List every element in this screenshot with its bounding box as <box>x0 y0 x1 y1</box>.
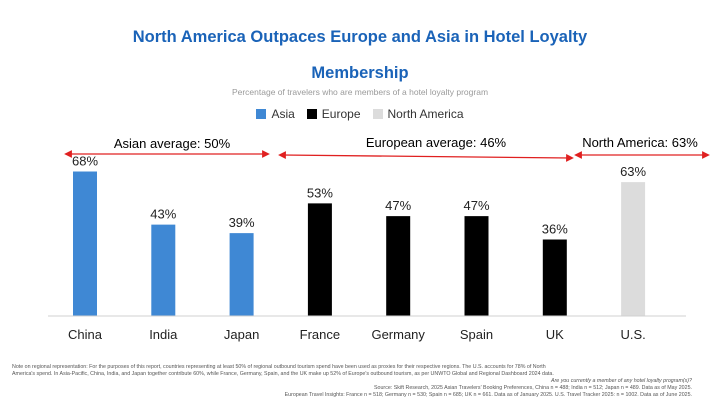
category-label-japan: Japan <box>224 327 259 342</box>
value-label-france: 53% <box>307 185 333 200</box>
bars-group: 68% China 43% India 39% Japan 53% France 47% Germ… <box>68 154 647 343</box>
value-label-u-s: 63% <box>620 164 646 179</box>
category-label-france: France <box>300 327 340 342</box>
bar-india <box>151 224 176 316</box>
chart-title-line-2: Membership <box>311 64 409 82</box>
legend-item-asia: Asia <box>256 107 295 121</box>
footnote-line-1: Note on regional representation: For the… <box>12 364 546 370</box>
legend-label-europe: Europe <box>321 107 361 121</box>
value-label-japan: 39% <box>229 215 255 230</box>
legend: Asia Europe North America <box>0 107 720 121</box>
legend-swatch-north-america <box>372 109 383 119</box>
footnote-survey-question: Are you currently a member of any hotel … <box>550 378 692 384</box>
footnotes: Note on regional representation: For the… <box>12 364 692 399</box>
category-label-china: China <box>68 327 103 342</box>
annotation-european-average: European average: 46% <box>366 135 507 150</box>
category-label-uk: UK <box>546 327 564 342</box>
legend-label-asia: Asia <box>271 107 295 121</box>
value-label-uk: 36% <box>542 222 568 237</box>
annotation-north-america: North America: 63% <box>582 135 698 150</box>
value-label-spain: 47% <box>463 198 489 213</box>
chart-subtitle: Percentage of travelers who are members … <box>231 87 489 97</box>
bar-chart: Asian average: 50% European average: 46%… <box>48 135 710 343</box>
annotation-asian-average: Asian average: 50% <box>114 136 231 151</box>
footnote-source-2: European Travel Insights: France n = 518… <box>284 392 692 398</box>
legend-item-north-america: North America <box>372 107 464 121</box>
bracket-arrow-europe <box>278 151 574 162</box>
value-label-india: 43% <box>150 207 176 222</box>
category-label-germany: Germany <box>371 327 425 342</box>
bar-spain <box>464 216 489 316</box>
bar-uk <box>542 239 567 316</box>
category-label-u-s: U.S. <box>620 327 645 342</box>
legend-item-europe: Europe <box>306 107 361 121</box>
bar-china <box>73 171 97 316</box>
chart-title: North America Outpaces Europe and Asia i… <box>132 28 588 46</box>
bar-japan <box>229 233 254 316</box>
category-label-spain: Spain <box>460 327 493 342</box>
bar-germany <box>386 216 411 316</box>
footnote-line-2: America's spend. In Asia-Pacific, China,… <box>12 371 554 377</box>
category-label-india: India <box>149 327 178 342</box>
footnote-source: Source: Skift Research, 2025 Asian Trave… <box>374 385 692 391</box>
bar-u-s <box>621 182 646 316</box>
legend-swatch-europe <box>306 109 317 119</box>
legend-swatch-asia <box>256 109 267 119</box>
value-label-germany: 47% <box>385 198 411 213</box>
bar-france <box>307 203 332 316</box>
legend-label-north-america: North America <box>387 107 464 121</box>
value-label-china: 68% <box>72 154 98 169</box>
